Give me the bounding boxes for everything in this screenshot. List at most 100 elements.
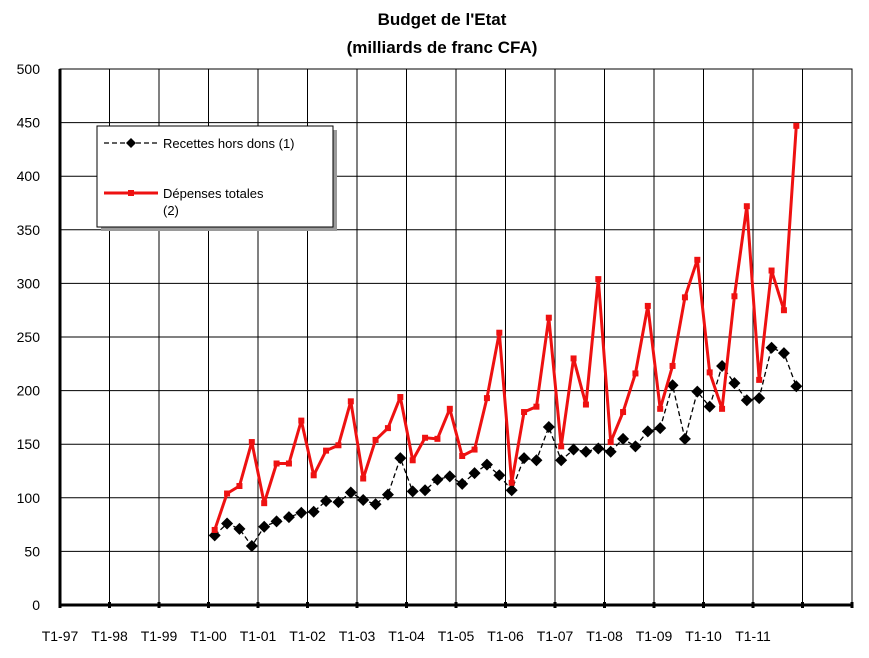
data-point-series-1 <box>394 452 407 465</box>
data-point-series-2 <box>731 293 738 300</box>
data-point-series-2 <box>780 307 787 314</box>
data-point-series-2 <box>582 401 589 408</box>
x-tick-label: T1-08 <box>586 628 623 644</box>
data-point-series-2 <box>372 436 379 443</box>
data-point-series-1 <box>666 379 679 392</box>
data-point-series-2 <box>719 405 726 412</box>
data-point-series-1 <box>320 495 333 508</box>
data-point-series-1 <box>468 467 481 480</box>
x-tick-label: T1-99 <box>141 628 178 644</box>
data-point-series-2 <box>285 460 292 467</box>
chart-subtitle: (milliards de franc CFA) <box>347 38 538 57</box>
data-point-series-2 <box>595 276 602 283</box>
data-point-series-1 <box>332 496 345 509</box>
legend-label-1: Recettes hors dons (1) <box>163 136 295 151</box>
data-point-series-2 <box>657 405 664 412</box>
data-point-series-2 <box>496 329 503 336</box>
y-tick-label: 350 <box>17 222 41 238</box>
data-point-series-2 <box>323 447 330 454</box>
data-point-series-1 <box>221 517 234 530</box>
data-point-series-1 <box>678 432 691 445</box>
data-point-series-1 <box>604 445 617 458</box>
data-point-series-2 <box>694 256 701 263</box>
data-point-series-2 <box>533 403 540 410</box>
plot-area: 0 50 100 150 200 250 300 350 400 450 500 T1-97 T1-98… <box>17 61 854 644</box>
y-tick-label: 150 <box>17 436 41 452</box>
data-point-series-1 <box>443 470 456 483</box>
data-point-series-2 <box>558 443 565 450</box>
data-point-series-1 <box>282 511 295 524</box>
x-tick-label: T1-05 <box>438 628 475 644</box>
data-point-series-1 <box>740 394 753 407</box>
y-tick-label: 300 <box>17 275 41 291</box>
data-point-series-1 <box>555 454 568 467</box>
data-point-series-2 <box>384 425 391 432</box>
x-tick-label: T1-10 <box>685 628 722 644</box>
legend-swatch-marker-2 <box>128 190 134 196</box>
y-tick-label: 500 <box>17 61 41 77</box>
data-point-series-1 <box>728 377 741 390</box>
data-point-series-2 <box>397 394 404 401</box>
data-point-series-2 <box>224 490 231 497</box>
y-tick-label: 250 <box>17 329 41 345</box>
data-point-series-1 <box>233 522 246 535</box>
legend-label-2: (2) <box>163 203 179 218</box>
data-point-series-2 <box>273 460 280 467</box>
data-point-series-2 <box>360 475 367 482</box>
data-point-series-2 <box>632 370 639 377</box>
data-point-series-1 <box>567 443 580 456</box>
data-point-series-1 <box>654 422 667 435</box>
data-point-series-2 <box>434 435 441 442</box>
data-point-series-2 <box>446 405 453 412</box>
data-point-series-1 <box>505 484 518 497</box>
data-point-series-1 <box>641 425 654 438</box>
data-point-series-2 <box>459 452 466 459</box>
x-tick-label: T1-01 <box>240 628 277 644</box>
y-tick-label: 50 <box>24 543 40 559</box>
data-point-series-1 <box>245 540 258 553</box>
data-point-series-2 <box>607 439 614 446</box>
data-point-series-1 <box>579 445 592 458</box>
data-point-series-1 <box>295 506 308 519</box>
data-point-series-1 <box>691 385 704 398</box>
data-point-series-2 <box>706 369 713 376</box>
x-tick-label: T1-00 <box>190 628 227 644</box>
legend-label-2: Dépenses totales <box>163 186 264 201</box>
data-point-series-2 <box>248 439 255 446</box>
data-point-series-2 <box>669 362 676 369</box>
legend: Recettes hors dons (1) Dépenses totales (2… <box>96 125 337 231</box>
data-point-series-2 <box>508 479 515 486</box>
data-point-series-1 <box>518 452 531 465</box>
data-point-series-2 <box>756 376 763 383</box>
y-tick-label: 0 <box>32 597 40 613</box>
y-tick-label: 200 <box>17 383 41 399</box>
data-point-series-2 <box>261 500 268 507</box>
data-point-series-2 <box>236 483 243 490</box>
data-point-series-2 <box>743 203 750 210</box>
y-tick-label: 450 <box>17 115 41 131</box>
x-tick-label: T1-11 <box>735 628 771 644</box>
x-tick-label: T1-02 <box>289 628 326 644</box>
data-point-series-2 <box>347 398 354 405</box>
data-point-series-1 <box>530 454 543 467</box>
series-line-2 <box>213 125 798 531</box>
x-tick-label: T1-07 <box>537 628 574 644</box>
data-point-series-1 <box>381 488 394 501</box>
data-point-series-1 <box>419 484 432 497</box>
data-point-series-2 <box>409 457 416 464</box>
data-point-series-1 <box>629 440 642 453</box>
data-point-series-1 <box>307 505 320 518</box>
data-point-series-1 <box>369 498 382 511</box>
data-point-series-2 <box>422 434 429 441</box>
data-point-series-2 <box>310 472 317 479</box>
data-point-series-1 <box>480 458 493 471</box>
data-point-series-2 <box>483 395 490 402</box>
data-point-series-1 <box>542 421 555 434</box>
data-point-series-1 <box>357 493 370 506</box>
chart-title: Budget de l'Etat <box>378 10 507 29</box>
x-tick-label: T1-04 <box>388 628 425 644</box>
data-point-series-1 <box>344 486 357 499</box>
data-point-series-1 <box>777 347 790 360</box>
